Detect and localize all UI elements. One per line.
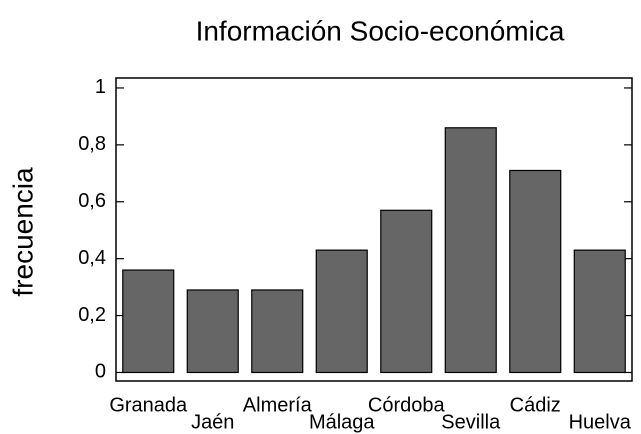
bar [122,269,175,374]
x-tick-label: Córdoba [368,394,446,416]
bar [186,289,239,374]
bar [444,127,497,374]
y-tick-label: 0,4 [78,247,106,269]
y-tick-label: 1 [95,76,106,98]
y-tick-label: 0,8 [78,133,106,155]
y-tick-label: 0,2 [78,304,106,326]
y-tick-label: 0 [95,361,106,383]
x-tick-label: Jaén [191,411,234,433]
plot-frame [115,77,633,382]
x-tick-label: Cádiz [510,394,561,416]
chart-title: Información Socio-económica [196,15,565,46]
y-axis-label: frecuencia [7,167,38,297]
bar [573,249,626,374]
y-tick-label: 0,6 [78,190,106,212]
x-tick-label: Huelva [569,411,632,433]
x-tick-label: Málaga [309,411,375,433]
x-tick-label: Sevilla [441,411,501,433]
bar [509,169,562,374]
bar [380,209,433,374]
bar [315,249,368,374]
x-tick-label: Granada [109,394,188,416]
x-tick-label: Almería [243,394,313,416]
bar [251,289,304,374]
